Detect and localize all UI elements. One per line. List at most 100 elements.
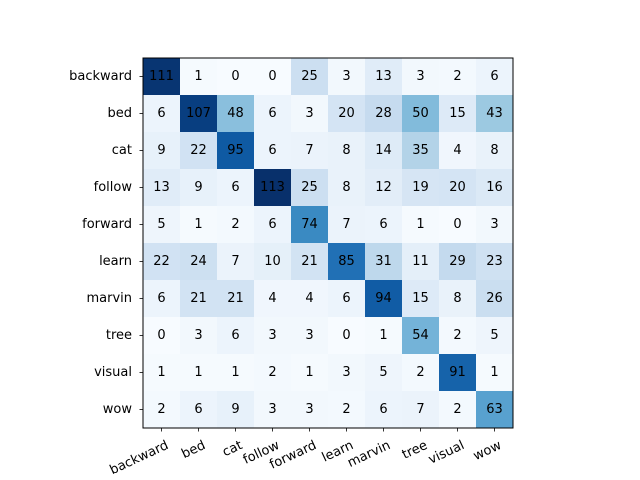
cell-value-label: 5 xyxy=(379,365,387,380)
heatmap-cell xyxy=(143,280,181,318)
cell-value-label: 3 xyxy=(305,328,313,343)
heatmap-cell xyxy=(476,243,514,281)
cell-value-label: 4 xyxy=(305,291,313,306)
y-tick-label: follow xyxy=(94,180,133,195)
heatmap-cell xyxy=(180,354,218,392)
heatmap-cell xyxy=(328,206,366,244)
cell-value-label: 8 xyxy=(453,291,461,306)
cell-value-label: 3 xyxy=(490,217,498,232)
cell-value-label: 91 xyxy=(449,365,466,380)
cell-value-label: 113 xyxy=(260,180,285,195)
cell-value-label: 4 xyxy=(268,291,276,306)
cell-value-label: 6 xyxy=(194,402,202,417)
x-tick-label: marvin xyxy=(345,438,393,471)
cell-value-label: 2 xyxy=(231,217,239,232)
heatmap-cell xyxy=(439,132,477,170)
heatmap-cell xyxy=(291,58,329,96)
cell-value-label: 3 xyxy=(268,402,276,417)
heatmap-cell xyxy=(291,317,329,355)
cell-value-label: 6 xyxy=(157,291,165,306)
y-tick-label: forward xyxy=(82,217,132,232)
heatmap-cell xyxy=(143,206,181,244)
cell-value-label: 19 xyxy=(412,180,429,195)
heatmap-cell xyxy=(143,243,181,281)
heatmap-cell xyxy=(291,391,329,429)
cell-value-label: 94 xyxy=(375,291,392,306)
heatmap-cell xyxy=(291,95,329,133)
cell-value-label: 5 xyxy=(157,217,165,232)
heatmap-cell xyxy=(439,58,477,96)
cell-value-label: 31 xyxy=(375,254,392,269)
cell-value-label: 48 xyxy=(227,106,244,121)
heatmap-cell-labels: 111 1 0 0 25 3 13 3 2 66 107 48 6 3 20 28 50 15 439 22 95 6 7 8… xyxy=(149,69,503,417)
cell-value-label: 63 xyxy=(486,402,503,417)
heatmap-cell xyxy=(291,132,329,170)
cell-value-label: 74 xyxy=(301,217,318,232)
heatmap-cell xyxy=(217,95,255,133)
heatmap-cell xyxy=(180,58,218,96)
cell-value-label: 6 xyxy=(157,106,165,121)
heatmap-cell xyxy=(328,169,366,207)
heatmap-cell xyxy=(402,58,440,96)
cell-value-label: 14 xyxy=(375,143,392,158)
heatmap-cell xyxy=(217,317,255,355)
cell-value-label: 21 xyxy=(301,254,318,269)
x-tick-label: visual xyxy=(426,438,467,468)
cell-value-label: 9 xyxy=(231,402,239,417)
heatmap-cell xyxy=(254,354,292,392)
cell-value-label: 22 xyxy=(153,254,170,269)
heatmap-cell xyxy=(217,354,255,392)
heatmap-cell xyxy=(402,95,440,133)
heatmap-cell xyxy=(402,354,440,392)
cell-value-label: 2 xyxy=(453,328,461,343)
heatmap-cell xyxy=(254,206,292,244)
heatmap-cell xyxy=(365,354,403,392)
cell-value-label: 1 xyxy=(157,365,165,380)
heatmap-cell xyxy=(254,280,292,318)
cell-value-label: 13 xyxy=(375,69,392,84)
heatmap-cell xyxy=(328,280,366,318)
heatmap-cell xyxy=(217,132,255,170)
cell-value-label: 26 xyxy=(486,291,503,306)
heatmap-cell xyxy=(291,243,329,281)
cell-value-label: 16 xyxy=(486,180,503,195)
x-tick-label: backward xyxy=(108,438,171,478)
cell-value-label: 6 xyxy=(490,69,498,84)
x-tick-label: bed xyxy=(179,438,208,462)
heatmap-cell xyxy=(217,243,255,281)
cell-value-label: 8 xyxy=(342,180,350,195)
heatmap-cell xyxy=(180,280,218,318)
heatmap-cell xyxy=(402,243,440,281)
cell-value-label: 23 xyxy=(486,254,503,269)
heatmap-cell xyxy=(143,58,181,96)
cell-value-label: 15 xyxy=(412,291,429,306)
y-tick-label: backward xyxy=(69,69,132,84)
heatmap-cell xyxy=(254,132,292,170)
heatmap-cell xyxy=(254,58,292,96)
heatmap-cell xyxy=(439,169,477,207)
cell-value-label: 7 xyxy=(342,217,350,232)
cell-value-label: 1 xyxy=(194,365,202,380)
cell-value-label: 28 xyxy=(375,106,392,121)
heatmap-cell xyxy=(365,169,403,207)
heatmap-cell xyxy=(180,391,218,429)
y-tick-label: learn xyxy=(99,254,132,269)
heatmap-cell xyxy=(402,132,440,170)
heatmap-cell xyxy=(476,58,514,96)
heatmap-cell xyxy=(365,95,403,133)
cell-value-label: 10 xyxy=(264,254,281,269)
heatmap-cell xyxy=(476,95,514,133)
cell-value-label: 50 xyxy=(412,106,429,121)
heatmap-cell xyxy=(476,206,514,244)
cell-value-label: 95 xyxy=(227,143,244,158)
heatmap-cell xyxy=(328,391,366,429)
heatmap-cell xyxy=(402,169,440,207)
heatmap-cell xyxy=(217,391,255,429)
cell-value-label: 3 xyxy=(416,69,424,84)
cell-value-label: 3 xyxy=(305,402,313,417)
cell-value-label: 3 xyxy=(305,106,313,121)
heatmap-cell xyxy=(143,132,181,170)
heatmap-cell xyxy=(476,169,514,207)
y-tick-label: bed xyxy=(107,106,132,121)
